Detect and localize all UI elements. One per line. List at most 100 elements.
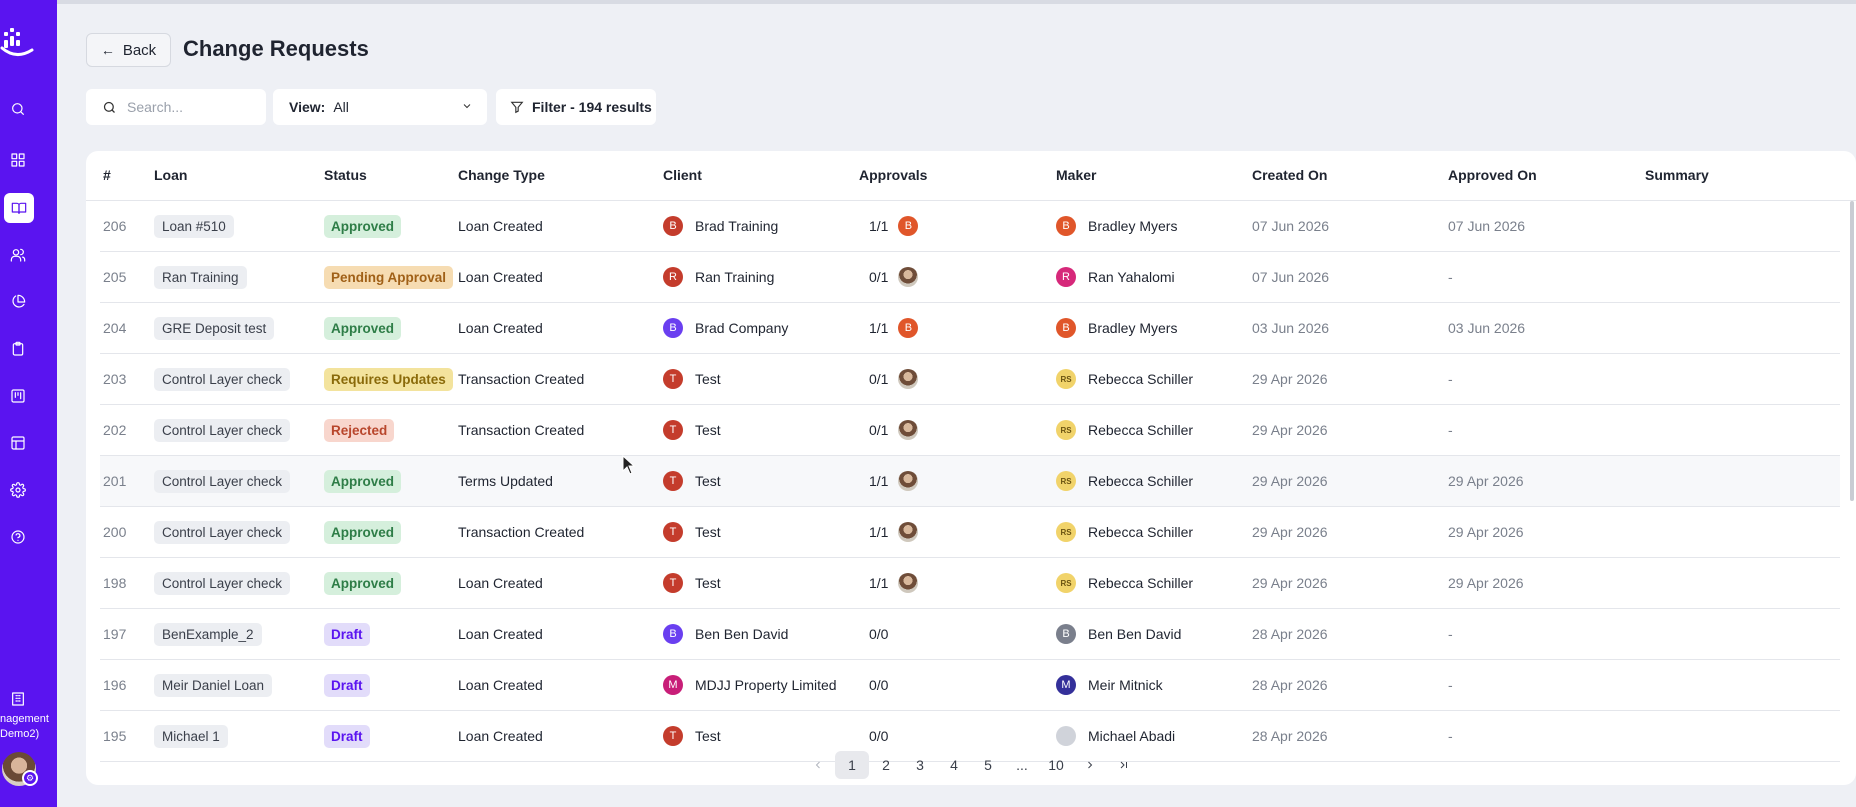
pie-chart-icon[interactable] [6,290,30,314]
loan-cell[interactable]: Michael 1 [154,711,228,761]
page-button-2[interactable]: 2 [882,757,890,773]
column-header-status[interactable]: Status [324,167,367,183]
table-row[interactable]: 201 Control Layer check Approved Terms Upda… [100,456,1840,507]
loan-cell[interactable]: Control Layer check [154,405,291,455]
loan-tag[interactable]: Control Layer check [154,469,291,493]
loan-cell[interactable]: Loan #510 [154,201,234,251]
filter-button[interactable]: Filter - 194 results [496,89,656,125]
row-number: 204 [103,320,127,336]
row-number: 197 [103,626,127,642]
loan-tag[interactable]: Ran Training [154,265,247,289]
approved-on-cell: - [1448,269,1453,285]
column-header-approvals[interactable]: Approvals [859,167,928,183]
page-button-5[interactable]: 5 [984,757,992,773]
column-header-number[interactable]: # [103,167,111,183]
search-box[interactable] [86,89,266,125]
client-cell: T Test [663,456,721,506]
table-icon[interactable] [6,431,30,455]
client-cell: T Test [663,405,721,455]
status-badge: Approved [324,469,402,493]
approvals-count: 1/1 [869,320,889,336]
table-row[interactable]: 197 BenExample_2 Draft Loan Created B Ben Ben… [100,609,1840,660]
client-avatar: R [663,267,683,287]
loan-tag[interactable]: Control Layer check [154,367,291,391]
app-logo[interactable] [0,26,44,70]
book-icon[interactable] [4,193,34,223]
table-row[interactable]: 203 Control Layer check Requires Updates Tr… [100,354,1840,405]
loan-cell[interactable]: Control Layer check [154,456,291,506]
column-header-client[interactable]: Client [663,167,702,183]
dashboard-icon[interactable] [6,148,30,172]
loan-tag[interactable]: BenExample_2 [154,622,262,646]
loan-tag[interactable]: GRE Deposit test [154,316,275,340]
loan-tag[interactable]: Michael 1 [154,724,228,748]
search-icon[interactable] [6,97,30,121]
status-cell: Pending Approval [324,252,454,302]
column-header-summary[interactable]: Summary [1645,167,1709,183]
table-row[interactable]: 200 Control Layer check Approved Transactio… [100,507,1840,558]
created-on-cell: 29 Apr 2026 [1252,524,1328,540]
table-row[interactable]: 195 Michael 1 Draft Loan Created T Test 0/0 Mic… [100,711,1840,762]
loan-cell[interactable]: Control Layer check [154,354,291,404]
help-icon[interactable] [6,525,30,549]
page-button-3[interactable]: 3 [916,757,924,773]
maker-avatar: RS [1056,420,1076,440]
row-number: 205 [103,269,127,285]
loan-cell[interactable]: Control Layer check [154,558,291,608]
loan-cell[interactable]: GRE Deposit test [154,303,275,353]
column-header-created-on[interactable]: Created On [1252,167,1328,183]
loan-tag[interactable]: Control Layer check [154,418,291,442]
column-header-maker[interactable]: Maker [1056,167,1097,183]
maker-name: Rebecca Schiller [1088,473,1194,489]
column-header-change-type[interactable]: Change Type [458,167,545,183]
back-button[interactable]: ← Back [86,33,171,67]
filter-icon [510,101,524,114]
organization-label[interactable]: nagement Demo2) [0,712,57,742]
approvals-count: 1/1 [869,524,889,540]
clipboard-icon[interactable] [6,337,30,361]
table-scrollbar[interactable] [1850,201,1854,501]
client-avatar: B [663,216,683,236]
maker-cell: B Ben Ben David [1056,609,1181,659]
approvals-count: 0/1 [869,371,889,387]
loan-cell[interactable]: Ran Training [154,252,247,302]
client-cell: B Ben Ben David [663,609,788,659]
approver-avatar [898,267,919,287]
maker-cell: RS Rebecca Schiller [1056,354,1193,404]
kanban-icon[interactable] [6,384,30,408]
page-button-10[interactable]: 10 [1048,757,1064,773]
last-page-button[interactable] [1107,751,1141,779]
page-button-4[interactable]: 4 [950,757,958,773]
table-row[interactable]: 198 Control Layer check Approved Loan Creat… [100,558,1840,609]
users-icon[interactable] [6,243,30,267]
maker-avatar: RS [1056,369,1076,389]
loan-cell[interactable]: Control Layer check [154,507,291,557]
loan-cell[interactable]: Meir Daniel Loan [154,660,273,710]
notification-badge-icon[interactable]: ⚙ [22,770,38,786]
settings-icon[interactable] [6,478,30,502]
loan-cell[interactable]: BenExample_2 [154,609,262,659]
view-select[interactable]: View: All [273,89,487,125]
page-button-1[interactable]: 1 [835,751,869,779]
maker-avatar: B [1056,216,1076,236]
loan-tag[interactable]: Meir Daniel Loan [154,673,273,697]
client-name: Test [695,422,721,438]
change-type-cell: Loan Created [458,626,543,642]
column-header-loan[interactable]: Loan [154,167,188,183]
table-row[interactable]: 206 Loan #510 Approved Loan Created B Brad Tr… [100,201,1840,252]
building-icon[interactable] [6,687,30,711]
table-row[interactable]: 196 Meir Daniel Loan Draft Loan Created M MDJ… [100,660,1840,711]
table-row[interactable]: 202 Control Layer check Rejected Transactio… [100,405,1840,456]
loan-tag[interactable]: Control Layer check [154,571,291,595]
table-row[interactable]: 204 GRE Deposit test Approved Loan Created B… [100,303,1840,354]
column-header-approved-on[interactable]: Approved On [1448,167,1537,183]
next-page-button[interactable] [1073,751,1107,779]
loan-tag[interactable]: Loan #510 [154,214,234,238]
client-cell: B Brad Training [663,201,778,251]
table-row[interactable]: 205 Ran Training Pending Approval Loan Crea… [100,252,1840,303]
loan-tag[interactable]: Control Layer check [154,520,291,544]
approvals-cell: 0/0 [869,660,888,710]
prev-page-button[interactable] [801,751,835,779]
maker-name: Rebecca Schiller [1088,575,1194,591]
search-input[interactable] [127,99,257,115]
